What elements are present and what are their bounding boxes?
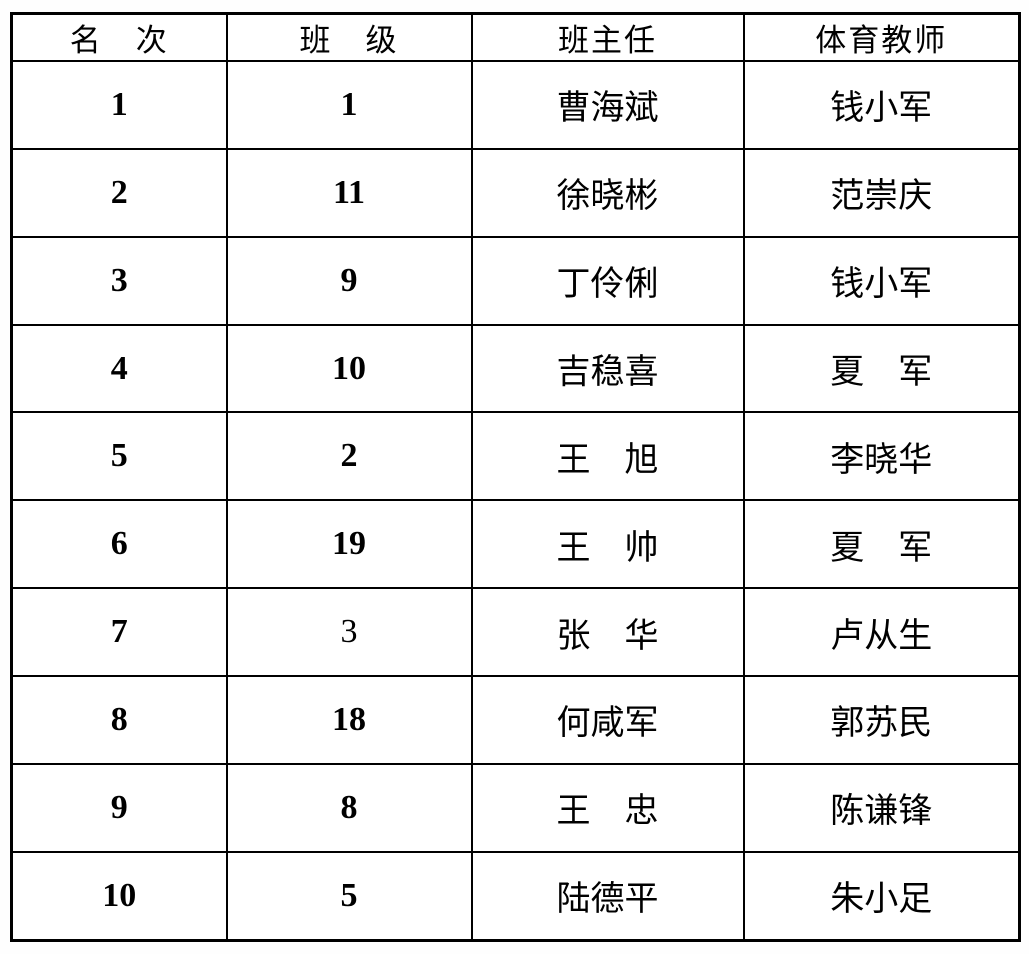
cell-class: 1 — [225, 60, 473, 150]
cell-rank: 10 — [10, 850, 228, 942]
cell-pe-teacher: 钱小军 — [742, 60, 1021, 150]
table-row: 4 10 吉稳喜夏 军 — [10, 323, 1021, 414]
table-row: 2 11 徐晓彬 范崇庆 — [10, 147, 1021, 238]
class-ranking-table: 名 次 班 级 班主任 体育教师 1 1 曹海斌 钱小军 2 11 徐晓彬 范崇庆 3 9 丁伶俐钱… — [10, 12, 1021, 942]
cell-rank: 5 — [10, 411, 228, 502]
cell-class: 8 — [225, 762, 473, 853]
cell-head-teacher: 王 帅 — [470, 499, 745, 590]
cell-head-teacher: 徐晓彬 — [470, 147, 745, 238]
cell-rank: 6 — [10, 499, 228, 590]
table-row: 3 9 丁伶俐 钱小军 — [10, 235, 1021, 326]
cell-pe-teacher: 卢从生 — [742, 587, 1021, 678]
cell-class: 5 — [225, 850, 473, 942]
cell-class: 18 — [225, 675, 473, 765]
cell-head-teacher: 王 旭 — [470, 411, 745, 502]
table-row: 6 19 王 帅夏 军 — [10, 499, 1021, 590]
cell-head-teacher: 何咸军 — [470, 675, 745, 765]
cell-head-teacher: 曹海斌 — [470, 60, 745, 150]
cell-rank: 7 — [10, 587, 228, 678]
cell-pe-teacher: 朱小足 — [742, 850, 1021, 942]
table-row: 10 5 陆德平 朱小足 — [10, 850, 1021, 942]
cell-class: 19 — [225, 499, 473, 590]
cell-head-teacher: 陆德平 — [470, 850, 745, 942]
cell-class: 3 — [225, 587, 473, 678]
cell-head-teacher: 丁伶俐 — [470, 235, 745, 326]
cell-rank: 1 — [10, 60, 228, 150]
header-class: 班 级 — [225, 12, 473, 62]
cell-head-teacher: 吉稳喜 — [470, 323, 745, 414]
cell-rank: 3 — [10, 235, 228, 326]
cell-head-teacher: 张 华 — [470, 587, 745, 678]
header-pe-teacher: 体育教师 — [742, 12, 1021, 62]
cell-class: 2 — [225, 411, 473, 502]
cell-pe-teacher: 陈谦锋 — [742, 762, 1021, 853]
cell-rank: 8 — [10, 675, 228, 765]
cell-pe-teacher: 李晓华 — [742, 411, 1021, 502]
cell-head-teacher: 王 忠 — [470, 762, 745, 853]
cell-pe-teacher: 范崇庆 — [742, 147, 1021, 238]
cell-pe-teacher: 夏 军 — [742, 499, 1021, 590]
cell-class: 11 — [225, 147, 473, 238]
cell-pe-teacher: 钱小军 — [742, 235, 1021, 326]
header-head-teacher: 班主任 — [470, 12, 745, 62]
cell-class: 9 — [225, 235, 473, 326]
cell-pe-teacher: 夏 军 — [742, 323, 1021, 414]
cell-pe-teacher: 郭苏民 — [742, 675, 1021, 765]
table-row: 8 18 何咸军 郭苏民 — [10, 675, 1021, 765]
table-header: 名 次 班 级 班主任 体育教师 — [10, 12, 1021, 62]
cell-rank: 4 — [10, 323, 228, 414]
cell-class: 10 — [225, 323, 473, 414]
header-row: 名 次 班 级 班主任 体育教师 — [10, 12, 1021, 62]
cell-rank: 9 — [10, 762, 228, 853]
cell-rank: 2 — [10, 147, 228, 238]
header-rank: 名 次 — [10, 12, 228, 62]
table-row: 1 1 曹海斌 钱小军 — [10, 60, 1021, 150]
